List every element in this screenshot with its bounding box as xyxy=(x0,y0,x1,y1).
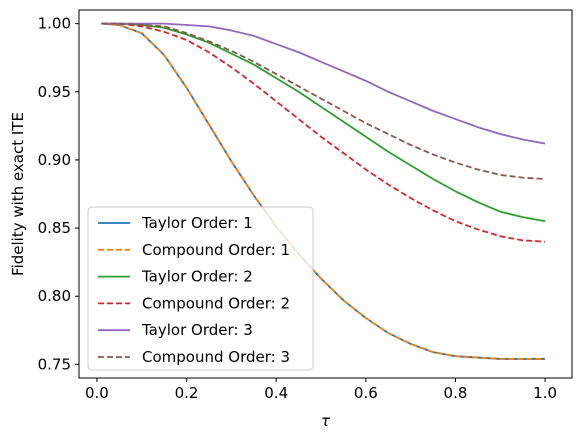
y-tick-label: 0.85 xyxy=(38,219,71,237)
y-tick-label: 0.75 xyxy=(38,355,71,373)
legend-box xyxy=(87,206,314,371)
series-line-4 xyxy=(101,22,546,243)
legend-label: Compound Order: 3 xyxy=(142,348,290,366)
x-axis: 0.0 0.2 0.4 0.6 0.8 1.0 xyxy=(85,378,557,402)
y-axis: 0.75 0.80 0.85 0.90 0.95 1.00 xyxy=(38,15,79,373)
legend-label: Taylor Order: 1 xyxy=(141,214,253,232)
series-line-3 xyxy=(101,22,546,223)
series-line-6 xyxy=(101,22,546,180)
x-tick-label: 1.0 xyxy=(533,384,557,402)
legend-label: Taylor Order: 2 xyxy=(141,268,253,286)
legend-label: Taylor Order: 3 xyxy=(141,321,253,339)
series-line-2 xyxy=(101,22,546,360)
x-tick-label: 0.2 xyxy=(175,384,199,402)
x-tick-label: 0.0 xyxy=(85,384,109,402)
y-tick-label: 0.80 xyxy=(38,287,71,305)
series-line-5 xyxy=(101,22,546,145)
x-tick-label: 0.8 xyxy=(444,384,468,402)
y-tick-label: 0.95 xyxy=(38,83,71,101)
legend: Taylor Order: 1 Compound Order: 1 Taylor O… xyxy=(87,206,314,371)
plot-frame xyxy=(78,9,573,379)
x-axis-label: τ xyxy=(321,412,331,430)
y-tick-label: 0.90 xyxy=(38,151,71,169)
x-tick-label: 0.4 xyxy=(264,384,288,402)
legend-label: Compound Order: 1 xyxy=(142,241,290,259)
series-layer xyxy=(101,22,546,360)
legend-label: Compound Order: 2 xyxy=(142,294,290,312)
y-tick-label: 1.00 xyxy=(38,15,71,33)
x-tick-label: 0.6 xyxy=(354,384,378,402)
y-axis-label: Fidelity with exact ITE xyxy=(9,112,27,276)
